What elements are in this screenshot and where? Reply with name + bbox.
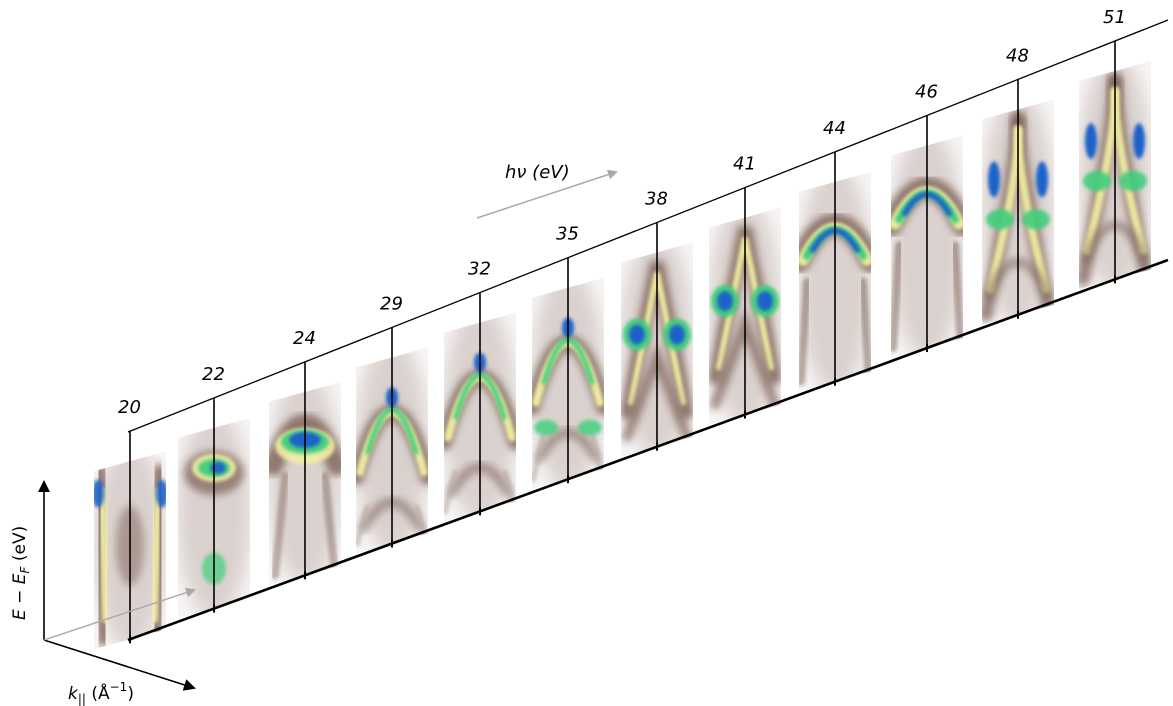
bottom-axis-line [127, 258, 1169, 642]
photon-energy-label: 51 [1103, 7, 1126, 28]
spectrum-panel: 35 [532, 224, 604, 490]
photon-energy-label: 46 [915, 81, 938, 102]
spectrum-panel: 24 [269, 328, 341, 586]
spectra-panels: 20 22 24 29 32 35 38 41 44 46 48 51 [94, 7, 1151, 650]
energy-direction-arrow [476, 169, 618, 219]
photon-energy-label: 35 [556, 224, 579, 245]
photon-energy-label: 38 [645, 188, 668, 209]
spectrum-panel: 20 [94, 397, 166, 650]
photon-energy-label: 20 [118, 397, 141, 418]
momentum-axis-arrow [43, 639, 196, 691]
spectrum-panel: 46 [891, 81, 963, 359]
photon-axis-arrow [43, 587, 196, 641]
spectrum-panel: 32 [444, 259, 516, 522]
photon-energy-label: 24 [293, 328, 316, 349]
energy-direction-label: hν (eV) [505, 162, 570, 183]
spectrum-panel: 38 [621, 188, 693, 457]
momentum-axis-label: k|| (Å−1) [68, 680, 134, 706]
spectrum-panel: 44 [799, 118, 871, 392]
spectrum-panel: 48 [982, 45, 1054, 325]
bottom-axis-ticks [129, 275, 1116, 644]
photon-energy-label: 22 [202, 364, 225, 385]
spectrum-panel: 22 [178, 364, 250, 619]
photon-energy-label: 48 [1006, 45, 1029, 66]
photon-energy-label: 41 [733, 154, 756, 175]
top-axis-line [127, 19, 1169, 433]
spectrum-panel: 29 [356, 293, 428, 554]
photon-energy-label: 44 [823, 118, 846, 139]
spectrum-panel: 41 [709, 154, 781, 425]
energy-axis-label: E − EF (eV) [10, 526, 32, 620]
photon-energy-label: 32 [468, 259, 491, 280]
spectrum-panel: 51 [1079, 7, 1151, 290]
photon-energy-label: 29 [380, 293, 403, 314]
